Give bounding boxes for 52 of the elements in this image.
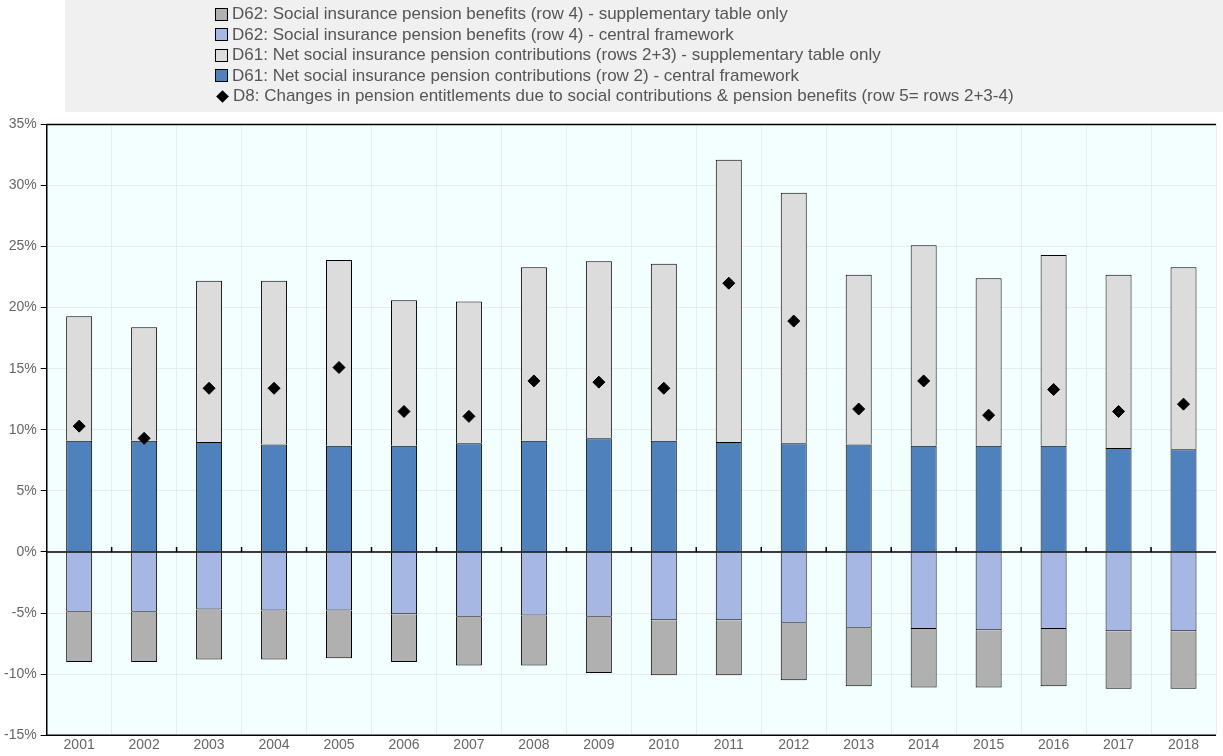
point [527, 374, 541, 388]
x-tick-label: 2015 [973, 736, 1005, 753]
x-tick-label: 2014 [908, 736, 940, 753]
x-tick-label: 2018 [1167, 736, 1200, 753]
y-tick-label: 0% [16, 542, 37, 559]
y-tick-label: 35% [8, 115, 37, 132]
y-tick-label: 10% [8, 420, 37, 437]
legend-label: D62: Social insurance pension benefits (row 4) - supplementary table only [232, 4, 788, 25]
x-tick-label: 2004 [258, 736, 290, 753]
point [397, 404, 411, 418]
x-tick-label: 2011 [713, 736, 745, 753]
y-tick-label: 5% [16, 481, 37, 498]
x-tick-label: 2010 [648, 736, 680, 753]
y-tick-label: 20% [8, 298, 37, 315]
y-tick-label: -10% [4, 664, 37, 681]
x-tick-label: 2007 [453, 736, 485, 753]
point [592, 375, 606, 389]
x-tick-label: 2009 [583, 736, 615, 753]
legend-label: D62: Social insurance pension benefits (row 4) - central framework [232, 24, 734, 45]
x-tick-label: 2008 [518, 736, 550, 753]
point [917, 374, 931, 388]
point [787, 314, 801, 328]
y-tick-label: 30% [8, 176, 37, 193]
x-tick-label: 2016 [1038, 736, 1070, 753]
y-tick-label: -15% [4, 726, 37, 743]
point [1177, 397, 1191, 411]
legend-label: D8: Changes in pension entitlements due to social contributions & pension benefits (row 5= rows 2+3-4) [233, 86, 1014, 107]
x-tick-label: 2006 [388, 736, 420, 753]
point [982, 408, 996, 422]
y-tick-label: 25% [8, 237, 37, 254]
x-tick-label: 2013 [843, 736, 875, 753]
point [1112, 404, 1126, 418]
x-tick-label: 2012 [778, 736, 810, 753]
point [1047, 382, 1061, 396]
point [852, 402, 866, 416]
y-tick-label: 15% [8, 359, 37, 376]
legend-label: D61: Net social insurance pension contributions (row 2) - central framework [232, 65, 799, 86]
point [137, 431, 151, 445]
x-tick-label: 2001 [63, 736, 95, 753]
x-tick-label: 2017 [1102, 736, 1135, 753]
point [72, 419, 86, 433]
point [267, 381, 281, 395]
point [332, 361, 346, 374]
y-tick-label: -5% [11, 603, 37, 620]
point [202, 381, 216, 395]
point [657, 381, 671, 395]
x-tick-label: 2003 [193, 736, 225, 753]
point [462, 409, 476, 423]
point [722, 276, 736, 290]
legend-label: D61: Net social insurance pension contributions (rows 2+3) - supplementary table only [232, 45, 881, 66]
x-tick-label: 2002 [128, 736, 160, 753]
x-tick-label: 2005 [323, 736, 355, 753]
